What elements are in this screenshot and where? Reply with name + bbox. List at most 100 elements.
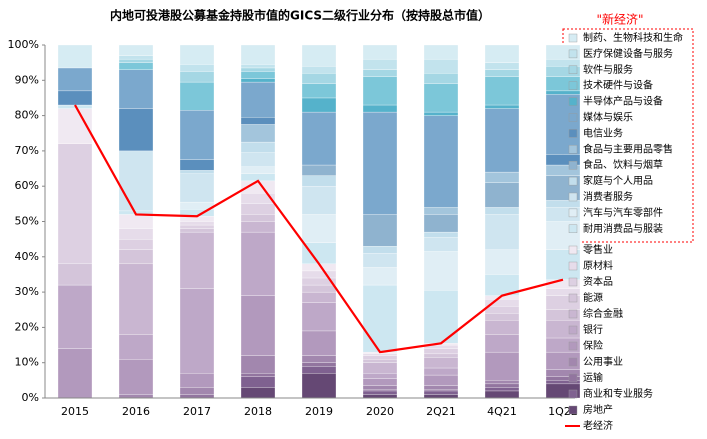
bar-segment [423,385,459,390]
bar-segment [301,73,337,84]
bar-segment [362,390,398,395]
bar-segment [484,62,520,70]
bar-segment [118,334,154,360]
bar-segment [118,359,154,395]
legend-label: 公用事业 [583,355,623,368]
legend-label: 耐用消费品与服装 [583,222,663,235]
bar-segment [545,221,581,250]
bar-segment [179,387,215,395]
bar-segment [301,366,337,374]
bar-segment [118,150,154,212]
bar-segment [179,228,215,233]
bar-segment [362,253,398,268]
bar-segment [362,389,398,392]
bar-segment [118,55,154,60]
bar-segment [240,214,276,222]
x-tick-label: 2020 [366,405,394,418]
legend-label: 运输 [583,371,603,384]
bar-segment [362,359,398,363]
bar-segment [362,58,398,70]
legend-label: 房地产 [583,403,613,416]
y-tick-label: 100% [8,38,39,51]
bar-segment [484,249,520,275]
legend-label: 消费者服务 [583,190,633,203]
bar-segment [118,108,154,152]
bar-segment [240,67,276,72]
bar-segment [362,373,398,379]
bar-segment [484,76,520,106]
bar-segment [240,64,276,69]
bar-segment [423,237,459,252]
bar-segment [545,90,581,95]
bar-segment [423,115,459,208]
legend-label: 原材料 [583,259,613,272]
bar-segment [423,394,459,399]
x-tick-label: 2018 [244,405,272,418]
bar-segment [362,385,398,390]
legend-swatch [568,176,578,186]
bar-segment [423,73,459,84]
bar-segment [118,62,154,70]
bar-segment [301,362,337,367]
bar-segment [362,284,398,353]
legend-label: 医疗保健设备与服务 [583,47,673,60]
legend-label: 媒体与娱乐 [583,111,633,124]
bar-segment [362,69,398,77]
bar-segment [240,78,276,83]
bar-segment [362,378,398,386]
legend-swatch [568,341,578,351]
bar-segment [179,394,215,399]
bar-segment [484,104,520,109]
legend-label: 家庭与个人用品 [583,174,653,187]
bar-segment [423,83,459,113]
legend-swatch [568,224,578,234]
bar-segment [179,170,215,174]
legend-label: 零售业 [583,243,613,256]
bar-segment [484,351,520,381]
bar-segment [240,71,276,79]
bar-segment [179,224,215,229]
legend-swatch [568,192,578,202]
bar-segment [545,200,581,208]
bar-segment [362,76,398,106]
bar-segment [240,231,276,296]
bar-segment [484,108,520,173]
legend-label: 能源 [583,291,603,304]
bar-segment [423,214,459,233]
bar-segment [301,66,337,74]
bar-segment [362,394,398,399]
bar-segment [301,291,337,303]
legend-swatch [568,113,578,122]
bar-segment [423,348,459,355]
y-tick-label: 10% [15,356,39,369]
bar-segment [362,355,398,360]
new-economy-box [562,28,694,243]
bar-segment [301,97,337,113]
bar-segment [423,367,459,376]
bar-segment [423,390,459,395]
y-tick-label: 30% [15,285,39,298]
bar-segment [118,69,154,109]
legend-swatch [568,293,578,303]
legend-label: 软件与服务 [583,63,633,76]
legend-swatch [568,97,578,106]
bar-segment [301,111,337,166]
legend-label: 技术硬件与设备 [583,79,653,92]
bar-segment [57,284,93,349]
bar-segment [240,295,276,356]
bar-segment [179,159,215,171]
legend-label: 食品与主要用品零售 [583,142,673,155]
legend-swatch [568,405,578,415]
bar-segment [179,221,215,226]
bar-segment [484,380,520,385]
bar-segment [240,166,276,174]
bar-segment [301,302,337,332]
bar-segment [301,270,337,279]
bar-segment [484,171,520,183]
bar-segment [118,44,154,56]
legend-label: 半导体产品与设备 [583,95,663,108]
legend-swatch [568,81,578,90]
y-tick-label: 70% [15,144,39,157]
bar-segment [240,81,276,118]
